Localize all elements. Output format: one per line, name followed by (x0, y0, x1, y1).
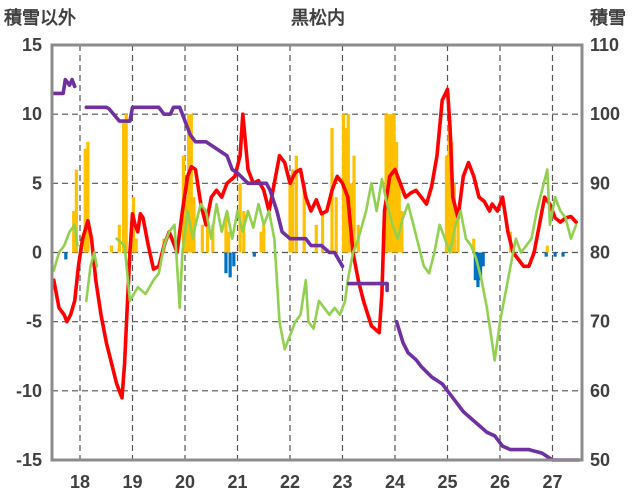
y-left-tick-label: 10 (22, 104, 42, 124)
y-left-tick-label: -5 (26, 312, 42, 332)
bar (117, 224, 121, 253)
bar (83, 148, 87, 253)
bar (473, 252, 477, 281)
bar (561, 252, 565, 257)
bar (262, 224, 266, 253)
y-right-tick-label: 70 (590, 312, 610, 332)
bar (189, 114, 193, 253)
x-tick-label: 26 (490, 472, 510, 492)
series-line-0 (52, 87, 578, 400)
bar (472, 238, 476, 253)
bar (224, 217, 228, 253)
bar (544, 252, 548, 257)
line-series (50, 77, 581, 462)
bar (224, 252, 228, 274)
series-line-1 (52, 168, 578, 362)
bar (211, 224, 215, 253)
bar (200, 224, 204, 253)
bar (259, 231, 263, 253)
y-right-tick-label: 90 (590, 173, 610, 193)
bar (86, 141, 90, 253)
bar (288, 183, 292, 253)
bar (545, 245, 549, 253)
x-tick-label: 19 (122, 472, 142, 492)
bar (187, 114, 191, 253)
bar (456, 211, 460, 253)
bar (302, 183, 306, 253)
y-left-tick-label: 15 (22, 35, 42, 55)
bar (232, 252, 236, 267)
bar (389, 114, 393, 253)
bar (72, 211, 76, 253)
bar (392, 114, 396, 253)
bar (444, 155, 449, 253)
bar (553, 252, 557, 257)
bar (252, 252, 256, 257)
bar (291, 169, 295, 253)
bar (228, 252, 232, 278)
bar (384, 114, 388, 253)
bar (447, 114, 451, 253)
bar (124, 114, 128, 253)
bar (205, 211, 210, 253)
x-tick-label: 27 (542, 472, 562, 492)
y-right-tick-label: 50 (590, 450, 610, 470)
bar (481, 252, 485, 267)
chart-title: 黒松内 (291, 7, 345, 28)
bar (109, 245, 114, 253)
bar (320, 211, 325, 253)
y-left-tick-label: 5 (32, 173, 42, 193)
x-tick-label: 24 (385, 472, 405, 492)
bar (226, 231, 231, 253)
plot-frame (50, 43, 584, 462)
x-tick-label: 23 (332, 472, 352, 492)
y-left-tick-label: -10 (16, 381, 42, 401)
y-right-tick-label: 100 (590, 104, 620, 124)
right-axis-title: 積雪 (589, 7, 626, 28)
bar (397, 183, 401, 253)
bar (294, 155, 298, 253)
y-left-tick-label: 0 (32, 243, 42, 263)
y-right-tick-label: 60 (590, 381, 610, 401)
bar (134, 238, 138, 253)
x-tick-label: 25 (437, 472, 457, 492)
bar (314, 224, 318, 253)
x-tick-label: 18 (70, 472, 90, 492)
bar (121, 121, 126, 253)
y-left-tick-label: -15 (16, 450, 42, 470)
bar (478, 252, 483, 281)
bar (346, 114, 350, 253)
y-right-tick-label: 80 (590, 243, 610, 263)
left-axis-title: 積雪以外 (3, 7, 76, 28)
x-tick-label: 21 (227, 472, 247, 492)
tick-labels: 15 110 10 100 5 90 0 80 -5 70 -10 60 -15 50 18 19 20 21 22… (16, 35, 620, 492)
bar (394, 141, 399, 253)
series-line-2 (50, 77, 581, 462)
bar (334, 197, 338, 253)
bar-series (64, 114, 565, 288)
y-right-tick-label: 110 (590, 35, 619, 55)
bar (64, 252, 68, 260)
bar (192, 197, 196, 253)
bar (452, 183, 456, 253)
bar (400, 211, 404, 253)
bar (352, 155, 356, 253)
bar (74, 169, 78, 253)
x-tick-label: 22 (280, 472, 300, 492)
x-tick-label: 20 (175, 472, 195, 492)
